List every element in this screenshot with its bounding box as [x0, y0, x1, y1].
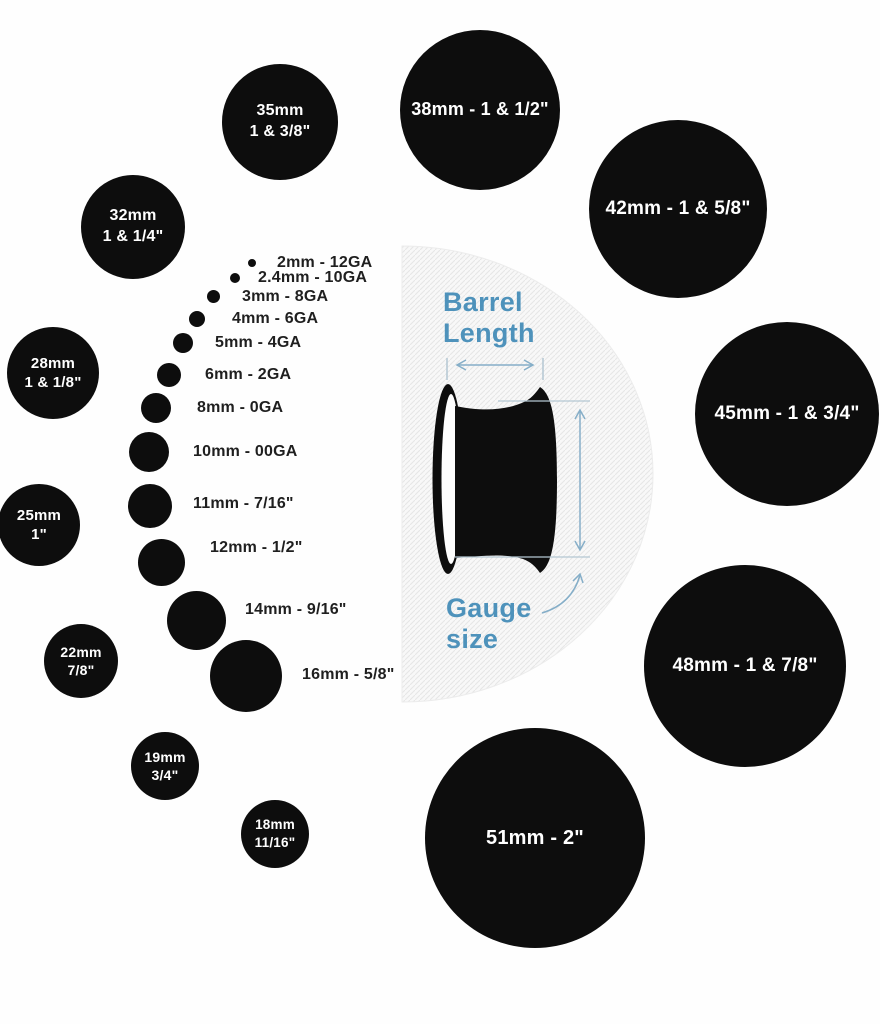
size-circle-19mm: 19mm 3/4"	[131, 732, 199, 800]
gauge-size-label-line1: Gauge	[446, 593, 532, 623]
size-circle-42mm-label: 42mm - 1 & 5/8"	[605, 197, 751, 219]
gauge-dot-11mm	[128, 484, 172, 528]
gauge-label-4mm: 4mm - 6GA	[232, 310, 319, 327]
plug-measurement-diagram	[401, 245, 654, 703]
gauge-size-curved-arrow	[541, 574, 581, 614]
size-circle-22mm-mm: 22mm	[60, 643, 102, 660]
gauge-label-10mm: 10mm - 00GA	[193, 443, 298, 460]
gauge-dot-16mm	[210, 640, 282, 712]
gauge-dot-8mm	[141, 393, 171, 423]
barrel-length-label-line2: Length	[443, 318, 535, 348]
barrel-length-label: Barrel Length	[443, 287, 535, 349]
gauge-size-arrowhead-top	[574, 408, 586, 420]
size-circle-48mm-label: 48mm - 1 & 7/8"	[672, 654, 818, 676]
gauge-dot-3mm	[207, 290, 220, 303]
size-circle-51mm-label: 51mm - 2"	[486, 827, 584, 849]
size-circle-32mm-mm: 32mm	[109, 207, 157, 225]
gauge-label-3mm: 3mm - 8GA	[242, 288, 329, 305]
gauge-dot-2-4mm	[230, 273, 240, 283]
size-circle-18mm-mm: 18mm	[255, 817, 295, 833]
gauge-label-2mm: 2mm - 12GA	[277, 254, 373, 271]
size-circle-51mm: 51mm - 2"	[425, 728, 645, 948]
size-circle-35mm: 35mm 1 & 3/8"	[222, 64, 338, 180]
size-circle-22mm-inch: 7/8"	[67, 662, 95, 678]
gauge-label-5mm: 5mm - 4GA	[215, 334, 302, 351]
size-circle-32mm: 32mm 1 & 1/4"	[81, 175, 185, 279]
size-circle-35mm-mm: 35mm	[256, 102, 304, 120]
gauge-dot-5mm	[173, 333, 193, 353]
gauge-label-12mm: 12mm - 1/2"	[210, 539, 303, 556]
gauge-label-11mm: 11mm - 7/16"	[193, 495, 294, 512]
barrel-length-label-line1: Barrel	[443, 287, 523, 317]
gauge-label-6mm: 6mm - 2GA	[205, 366, 292, 383]
gauge-label-16mm: 16mm - 5/8"	[302, 666, 395, 683]
gauge-dot-14mm	[167, 591, 226, 650]
size-circle-22mm: 22mm 7/8"	[44, 624, 118, 698]
size-circle-19mm-mm: 19mm	[144, 748, 186, 765]
size-circle-45mm: 45mm - 1 & 3/4"	[695, 322, 879, 506]
size-circle-35mm-inch: 1 & 3/8"	[249, 123, 311, 140]
size-circle-18mm: 18mm 11/16"	[241, 800, 309, 868]
gauge-dot-6mm	[157, 363, 181, 387]
size-circle-38mm: 38mm - 1 & 1/2"	[400, 30, 560, 190]
barrel-length-arrowhead-left	[455, 359, 467, 371]
size-circle-48mm: 48mm - 1 & 7/8"	[644, 565, 846, 767]
size-circle-28mm-inch: 1 & 1/8"	[24, 374, 82, 391]
size-circle-25mm-inch: 1"	[31, 526, 47, 543]
size-circle-28mm: 28mm 1 & 1/8"	[7, 327, 99, 419]
size-circle-32mm-inch: 1 & 1/4"	[102, 228, 164, 245]
size-circle-28mm-mm: 28mm	[30, 354, 76, 372]
gauge-label-8mm: 8mm - 0GA	[197, 399, 284, 416]
gauge-size-curved-arrowhead	[572, 572, 584, 584]
size-circle-25mm-mm: 25mm	[16, 506, 62, 524]
gauge-label-2-4mm: 2.4mm - 10GA	[258, 269, 368, 286]
size-circle-19mm-inch: 3/4"	[151, 767, 179, 783]
size-circle-18mm-inch: 11/16"	[254, 835, 296, 850]
gauge-dot-12mm	[138, 539, 185, 586]
gauge-size-label-line2: size	[446, 624, 499, 654]
size-circle-42mm: 42mm - 1 & 5/8"	[589, 120, 767, 298]
plug-barrel	[455, 387, 557, 573]
gauge-dot-10mm	[129, 432, 169, 472]
gauge-dot-4mm	[189, 311, 205, 327]
size-circle-25mm: 25mm 1"	[0, 484, 80, 566]
size-circle-45mm-label: 45mm - 1 & 3/4"	[714, 402, 860, 424]
gauge-size-arrowhead-bottom	[574, 540, 586, 552]
gauge-label-14mm: 14mm - 9/16"	[245, 601, 347, 618]
gauge-dot-2mm	[248, 259, 256, 267]
gauge-size-label: Gauge size	[446, 593, 532, 655]
size-circle-38mm-label: 38mm - 1 & 1/2"	[411, 99, 549, 120]
barrel-length-arrowhead-right	[523, 359, 535, 371]
